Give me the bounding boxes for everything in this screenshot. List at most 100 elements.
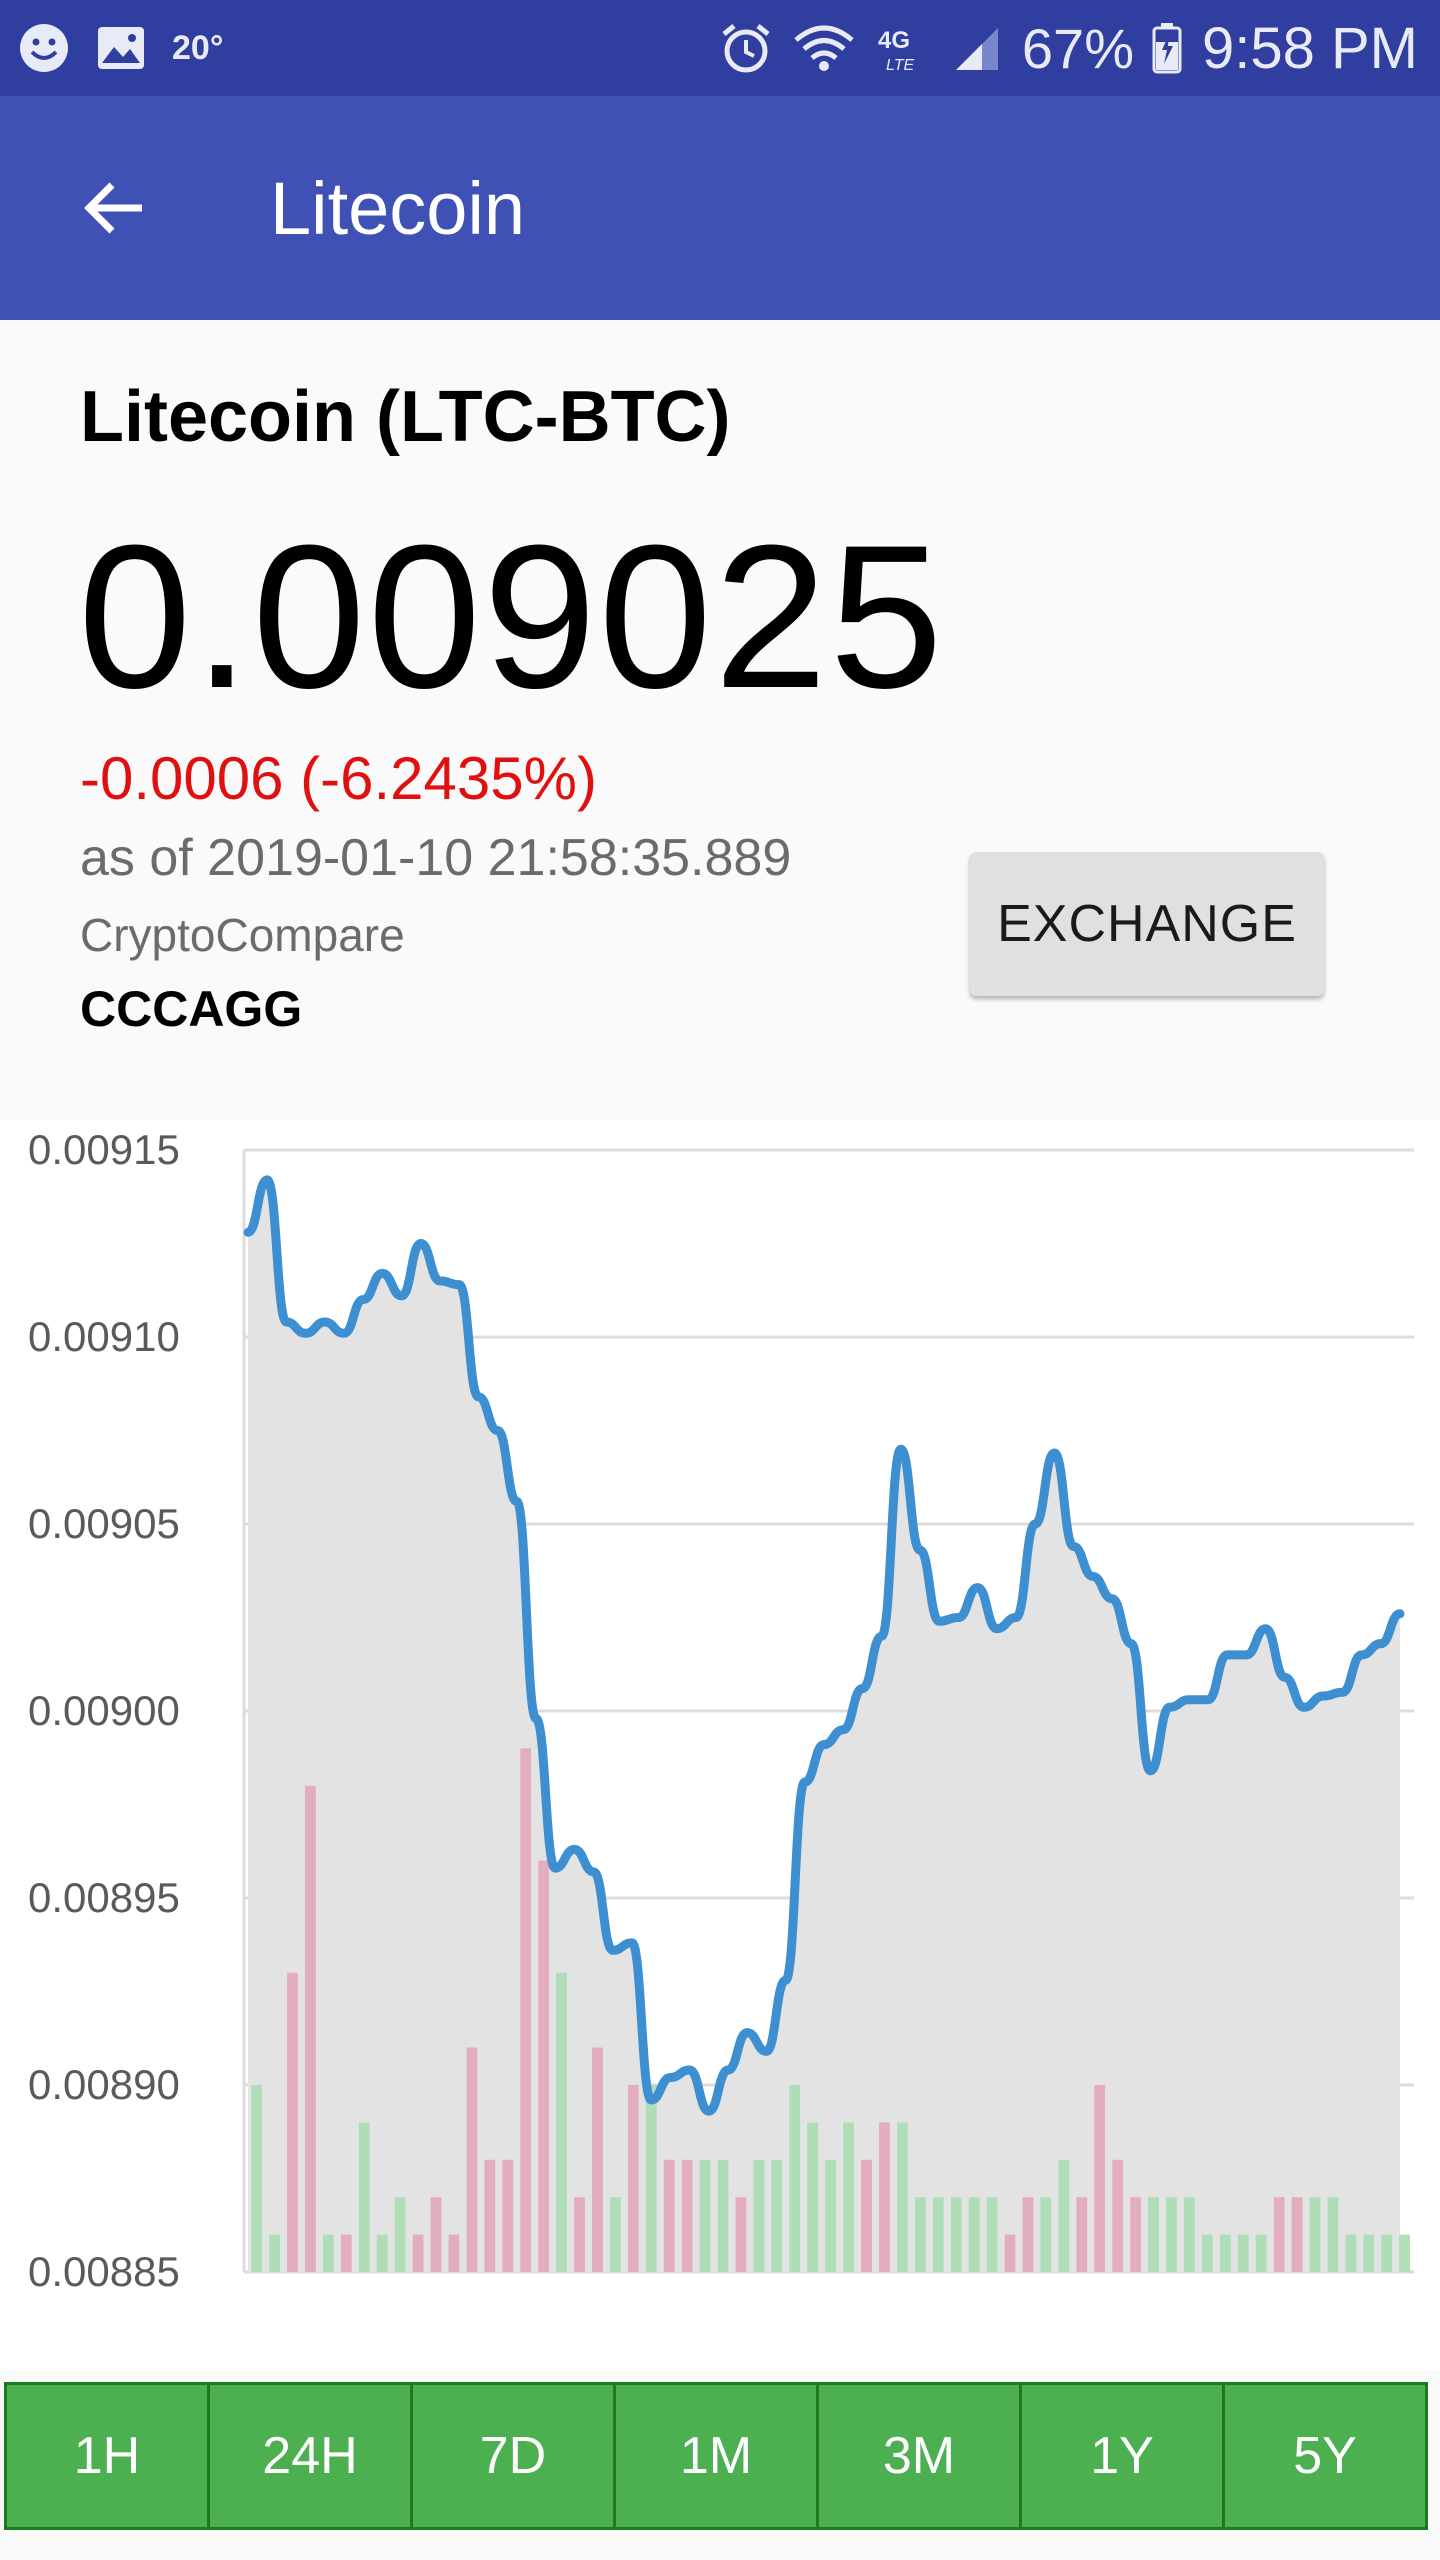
volume-bar [394, 2197, 406, 2272]
volume-bar [807, 2122, 819, 2272]
y-tick-label: 0.00905 [28, 1500, 180, 1547]
volume-bar [735, 2197, 747, 2272]
status-right: 4G LTE 67% 9:58 PM [720, 15, 1418, 82]
price-change: -0.0006 (-6.2435%) [80, 745, 597, 812]
volume-bar [1399, 2234, 1411, 2272]
lte-icon: 4G LTE [876, 22, 932, 74]
volume-bar [1273, 2197, 1285, 2272]
volume-bar [1201, 2234, 1213, 2272]
volume-bar [556, 1972, 567, 2272]
volume-bar [1130, 2197, 1141, 2272]
battery-percent: 67% [1021, 16, 1134, 80]
volume-bar [484, 2159, 496, 2272]
range-button-1m[interactable]: 1M [616, 2385, 819, 2527]
volume-bar [592, 2047, 603, 2272]
volume-bar [1291, 2197, 1303, 2272]
clock: 9:58 PM [1202, 15, 1418, 81]
price-area-fill [248, 1179, 1400, 2272]
volume-bar [825, 2159, 837, 2272]
volume-bar [1058, 2159, 1070, 2272]
volume-bar [1004, 2234, 1016, 2272]
volume-bar [663, 2159, 675, 2272]
volume-bar [1345, 2234, 1357, 2272]
price-chart-svg: 0.00915 0.00910 0.00905 0.00900 0.00895 0.008… [28, 1126, 1414, 2295]
smiley-icon [18, 22, 70, 74]
volume-bar [897, 2122, 908, 2272]
volume-bar [627, 2085, 639, 2272]
volume-bar [789, 2085, 801, 2272]
volume-bar [251, 2085, 262, 2272]
alarm-icon [720, 22, 772, 74]
volume-bar [843, 2122, 854, 2272]
volume-bar [538, 1860, 550, 2272]
market-name: CCCAGG [80, 981, 303, 1037]
volume-bar [502, 2159, 514, 2272]
volume-bar [376, 2234, 388, 2272]
arrow-left-icon [84, 182, 142, 234]
volume-bar [574, 2197, 585, 2272]
y-tick-label: 0.00910 [28, 1313, 180, 1360]
data-source: CryptoCompare [80, 909, 405, 961]
volume-bar [1363, 2234, 1375, 2272]
wifi-icon [792, 22, 856, 74]
volume-bar [1237, 2234, 1249, 2272]
price-chart[interactable]: 0.00915 0.00910 0.00905 0.00900 0.00895 0.008… [0, 1120, 1440, 2370]
app-bar: Litecoin [0, 96, 1440, 320]
volume-bar [1219, 2234, 1231, 2272]
range-button-1y[interactable]: 1Y [1022, 2385, 1225, 2527]
range-button-3m[interactable]: 3M [819, 2385, 1022, 2527]
volume-bar [305, 1785, 316, 2272]
volume-bar [932, 2197, 944, 2272]
volume-bar [466, 2047, 478, 2272]
volume-bar [1148, 2197, 1159, 2272]
svg-text:LTE: LTE [886, 57, 914, 74]
y-tick-label: 0.00915 [28, 1126, 180, 1173]
coin-title: Litecoin (LTC-BTC) [80, 377, 731, 457]
volume-bar [448, 2234, 460, 2272]
signal-icon [952, 24, 1002, 72]
price-line [243, 1175, 1405, 2116]
battery-icon [1152, 22, 1182, 74]
volume-bar [1040, 2197, 1052, 2272]
volume-bar [609, 2197, 621, 2272]
volume-bar [430, 2197, 442, 2272]
volume-bar [412, 2234, 424, 2272]
range-selector: 1H 24H 7D 1M 3M 1Y 5Y [4, 2382, 1428, 2530]
volume-bar [287, 1972, 298, 2272]
volume-bar [1309, 2197, 1321, 2272]
volume-bar [861, 2159, 872, 2272]
status-bar: 20° 4G LTE 67% 9:58 PM [0, 0, 1440, 96]
volume-bar [358, 2122, 370, 2272]
volume-bar [753, 2159, 765, 2272]
volume-bar [1112, 2159, 1124, 2272]
volume-bar [699, 2159, 711, 2272]
svg-text:4G: 4G [878, 27, 910, 54]
y-tick-label: 0.00900 [28, 1687, 180, 1734]
volume-bar [914, 2197, 926, 2272]
volume-bar [1184, 2197, 1195, 2272]
status-left: 20° [18, 22, 223, 74]
volume-bar [340, 2234, 352, 2272]
range-button-5y[interactable]: 5Y [1225, 2385, 1425, 2527]
volume-bar [269, 2234, 280, 2272]
price-value: 0.009025 [78, 503, 945, 731]
range-button-7d[interactable]: 7D [413, 2385, 616, 2527]
exchange-button[interactable]: EXCHANGE [970, 852, 1324, 996]
range-button-1h[interactable]: 1H [7, 2385, 210, 2527]
volume-bar [717, 2159, 729, 2272]
back-button[interactable] [60, 153, 170, 263]
volume-bar [1327, 2197, 1339, 2272]
timestamp: as of 2019-01-10 21:58:35.889 [80, 829, 792, 887]
volume-bar [771, 2159, 783, 2272]
app-title: Litecoin [270, 166, 526, 250]
volume-bar [645, 2085, 657, 2272]
volume-bar [950, 2197, 962, 2272]
volume-bar [1076, 2197, 1088, 2272]
coin-info-panel: Litecoin (LTC-BTC) 0.009025 -0.0006 (-6.… [0, 320, 1440, 1120]
volume-bar [520, 1748, 532, 2272]
volume-bar [1022, 2197, 1034, 2272]
range-button-24h[interactable]: 24H [210, 2385, 413, 2527]
volume-bar [1381, 2234, 1393, 2272]
image-icon [96, 25, 146, 71]
volume-bar [968, 2197, 980, 2272]
